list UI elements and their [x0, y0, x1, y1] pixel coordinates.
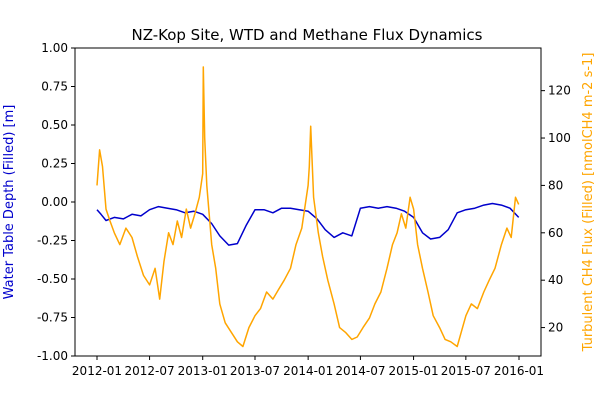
chart-title: NZ-Kop Site, WTD and Methane Flux Dynami… [131, 26, 482, 44]
left-tick-label: 0.50 [41, 118, 68, 132]
ch4-flux-series-line [96, 66, 520, 348]
x-tick-label: 2014-07 [335, 364, 385, 378]
left-tick-label: -1.00 [37, 349, 68, 363]
left-tick-label: 0.75 [41, 80, 68, 94]
left-tick-label: 1.00 [41, 41, 68, 55]
x-tick-label: 2015-01 [389, 364, 439, 378]
right-tick-label: 80 [548, 178, 563, 192]
right-tick-label: 120 [548, 84, 571, 98]
right-tick-label: 100 [548, 131, 571, 145]
x-tick-label: 2016-01 [494, 364, 544, 378]
x-tick-label: 2012-01 [72, 364, 122, 378]
left-tick-label: -0.25 [37, 234, 68, 248]
left-tick-label: 0.25 [41, 157, 68, 171]
x-tick-label: 2012-07 [124, 364, 174, 378]
left-axis-label: Water Table Depth (Filled) [m] [2, 105, 17, 300]
x-tick-label: 2014-01 [283, 364, 333, 378]
left-tick-label: -0.75 [37, 311, 68, 325]
left-tick-label: 0.00 [41, 195, 68, 209]
left-tick-label: -0.50 [37, 272, 68, 286]
right-tick-label: 40 [548, 273, 563, 287]
right-axis-label: Turbulent CH4 Flux (Filled) [nmolCH4 m-2… [581, 53, 596, 353]
x-tick-label: 2013-01 [178, 364, 228, 378]
right-tick-label: 60 [548, 226, 563, 240]
plot-frame [74, 47, 542, 357]
wtd-series-line [96, 202, 520, 246]
x-tick-label: 2013-07 [230, 364, 280, 378]
x-tick-label: 2015-07 [441, 364, 491, 378]
right-tick-label: 20 [548, 321, 563, 335]
